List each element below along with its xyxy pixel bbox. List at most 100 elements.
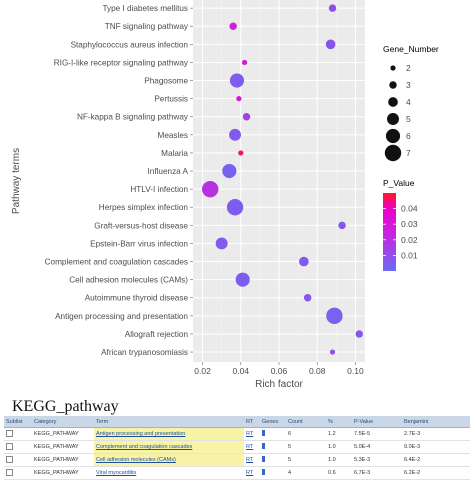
- y-tick-label: RIG-I-like receptor signaling pathway: [54, 58, 189, 67]
- category-cell: KEGG_PATHWAY: [32, 453, 94, 467]
- y-tick-label: Allograft rejection: [125, 330, 189, 339]
- data-point: [238, 150, 244, 156]
- p-value-cell: 5.3E-3: [352, 453, 402, 467]
- x-tick-label: 0.02: [194, 366, 211, 376]
- colorbar-label: 0.01: [401, 250, 418, 260]
- category-cell: KEGG_PATHWAY: [32, 440, 94, 454]
- x-tick-labels: 0.02 0.04 0.06 0.08 0.10: [194, 362, 364, 376]
- genes-cell[interactable]: [260, 453, 286, 467]
- col-header[interactable]: Benjamini: [402, 416, 470, 428]
- data-point: [338, 221, 346, 230]
- row-checkbox[interactable]: [6, 468, 13, 476]
- colorbar-label: 0.02: [401, 235, 418, 245]
- data-point: [303, 294, 312, 302]
- row-checkbox[interactable]: [6, 455, 13, 463]
- color-legend: 0.04 0.03 0.02 0.01: [383, 204, 418, 260]
- col-header[interactable]: %: [326, 416, 352, 428]
- benjamini-cell: 6.2E-2: [402, 466, 470, 480]
- y-tick-label: Complement and coagulation cascades: [45, 258, 188, 267]
- genes-icon[interactable]: [262, 430, 265, 436]
- size-legend-label: 3: [406, 80, 411, 90]
- table-row: KEGG_PATHWAY Viral myocarditis RT 4 0.6 6.7E-…: [4, 466, 470, 480]
- row-checkbox[interactable]: [6, 442, 13, 450]
- color-legend-title: P_Value: [383, 178, 415, 188]
- y-tick-label: Staphylococcus aureus infection: [71, 40, 189, 49]
- genes-icon[interactable]: [262, 469, 265, 475]
- genes-icon[interactable]: [262, 456, 265, 462]
- y-tick-label: Epstein-Barr virus infection: [90, 239, 188, 248]
- x-tick-label: 0.06: [271, 366, 288, 376]
- table-row: KEGG_PATHWAY Cell adhesion molecules (CAM…: [4, 453, 470, 467]
- col-header[interactable]: P-Value: [352, 416, 402, 428]
- y-tick-label: Pertussis: [154, 95, 188, 104]
- rt-link[interactable]: RT: [244, 427, 260, 441]
- col-header[interactable]: Count: [286, 416, 326, 428]
- category-cell: KEGG_PATHWAY: [32, 466, 94, 480]
- genes-cell[interactable]: [260, 466, 286, 480]
- col-header[interactable]: Category: [32, 416, 94, 428]
- sublist-cell[interactable]: [4, 440, 32, 454]
- size-legend-label: 6: [406, 131, 411, 141]
- row-checkbox[interactable]: [6, 429, 13, 437]
- col-header[interactable]: Genes: [260, 416, 286, 428]
- data-point: [329, 349, 336, 355]
- count-cell: 5: [286, 440, 326, 454]
- data-point: [226, 199, 244, 216]
- size-legend: 2 3 4 5 6 7: [384, 63, 411, 162]
- data-point: [355, 330, 363, 338]
- size-legend-label: 4: [406, 97, 411, 107]
- x-tick-label: 0.08: [309, 366, 326, 376]
- rt-link[interactable]: RT: [244, 453, 260, 467]
- grid-lines: [193, 0, 365, 362]
- p-value-colorbar: [383, 193, 396, 271]
- data-point: [242, 113, 251, 121]
- data-point: [328, 4, 337, 12]
- size-legend-title: Gene_Number: [383, 44, 439, 54]
- kegg-results-table: Sublist Category Term RT Genes Count % P…: [4, 416, 470, 480]
- rt-link[interactable]: RT: [244, 440, 260, 454]
- data-point: [299, 256, 309, 267]
- term-link[interactable]: Cell adhesion molecules (CAMs): [94, 453, 244, 467]
- y-tick-label: Herpes simplex infection: [99, 203, 189, 212]
- kegg-dot-plot: Type I diabetes mellitus TNF signaling pa…: [11, 0, 439, 390]
- size-legend-dot: [384, 144, 402, 162]
- benjamini-cell: 2.7E-3: [402, 427, 470, 441]
- genes-icon[interactable]: [262, 443, 265, 449]
- size-legend-dot: [387, 113, 399, 125]
- genes-cell[interactable]: [260, 427, 286, 441]
- percent-cell: 1.2: [326, 427, 352, 441]
- size-legend-label: 2: [406, 63, 411, 73]
- genes-cell[interactable]: [260, 440, 286, 454]
- col-header[interactable]: RT: [244, 416, 260, 428]
- data-point: [222, 163, 237, 179]
- term-link[interactable]: Complement and coagulation cascades: [94, 440, 244, 454]
- rt-link[interactable]: RT: [244, 466, 260, 480]
- count-cell: 4: [286, 466, 326, 480]
- size-legend-label: 7: [406, 148, 411, 158]
- term-link[interactable]: Viral myocarditis: [94, 466, 244, 480]
- y-tick-labels: Type I diabetes mellitus TNF signaling pa…: [45, 4, 193, 357]
- sublist-cell[interactable]: [4, 427, 32, 441]
- sublist-cell[interactable]: [4, 453, 32, 467]
- size-legend-dot: [389, 81, 397, 89]
- data-point: [215, 237, 228, 250]
- col-header[interactable]: Sublist: [4, 416, 32, 428]
- percent-cell: 0.6: [326, 466, 352, 480]
- term-link[interactable]: Antigen processing and presentation: [94, 427, 244, 441]
- data-point: [229, 73, 245, 88]
- p-value-cell: 6.7E-3: [352, 466, 402, 480]
- y-tick-label: HTLV-I infection: [130, 185, 188, 194]
- data-points: [202, 4, 363, 355]
- y-tick-label: Antigen processing and presentation: [55, 312, 188, 321]
- y-tick-label: Autoimmune thyroid disease: [85, 294, 189, 303]
- table-header-row: Sublist Category Term RT Genes Count % P…: [4, 416, 470, 428]
- y-tick-label: Influenza A: [147, 167, 188, 176]
- x-axis-label: Rich factor: [255, 379, 303, 390]
- col-header[interactable]: Term: [94, 416, 244, 428]
- data-point: [235, 272, 250, 287]
- sublist-cell[interactable]: [4, 466, 32, 480]
- table-body: KEGG_PATHWAY Antigen processing and prese…: [4, 427, 470, 480]
- x-tick-label: 0.04: [233, 366, 250, 376]
- percent-cell: 1.0: [326, 453, 352, 467]
- benjamini-cell: 6.4E-2: [402, 453, 470, 467]
